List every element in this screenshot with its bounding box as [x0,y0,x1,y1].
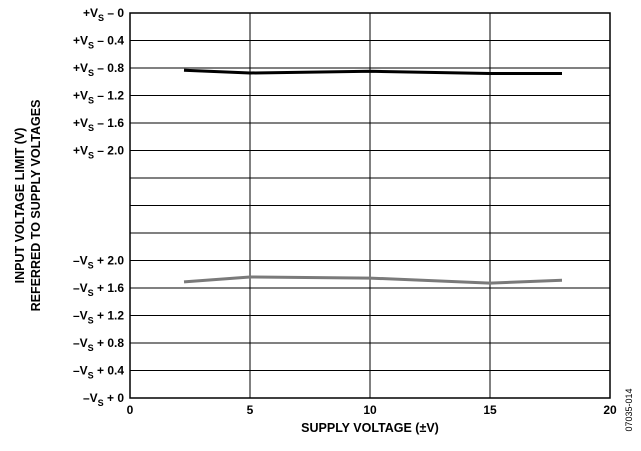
y-tick-label: –VS + 1.2 [73,309,124,326]
plot-area [129,12,611,399]
x-tick-labels: 0 5 10 15 20 [127,403,617,417]
x-tick-label: 15 [483,403,497,417]
y-tick-label: –VS + 0.4 [73,364,124,381]
x-axis-title: SUPPLY VOLTAGE (±V) [301,421,439,435]
y-tick-label: +VS – 2.0 [73,144,124,161]
x-tick-label: 10 [363,403,377,417]
x-tick-label: 20 [603,403,617,417]
x-tick-label: 5 [247,403,254,417]
y-tick-labels: +VS – 0 +VS – 0.4 +VS – 0.8 +VS – 1.2 +VS – … [73,6,124,408]
y-axis-title-line-1: INPUT VOLTAGE LIMIT (V) [13,128,27,284]
y-tick-label: –VS + 0.8 [73,336,124,353]
y-tick-label: +VS – 0 [83,6,124,23]
series-line-2 [183,275,563,285]
y-tick-label: –VS + 0 [83,391,124,408]
y-tick-label: –VS + 1.6 [73,281,124,298]
y-tick-label: +VS – 0.8 [73,61,124,78]
y-tick-label: –VS + 2.0 [73,254,124,271]
y-tick-label: +VS – 0.4 [73,34,124,51]
series-line-1 [183,68,562,75]
y-axis-title-line-2: REFERRED TO SUPPLY VOLTAGES [29,100,43,312]
y-tick-label: +VS – 1.2 [73,89,124,106]
grid [130,13,610,398]
figure-id: 07035-014 [624,388,634,431]
y-tick-label: +VS – 1.6 [73,116,124,133]
series-lines [183,68,563,285]
x-tick-label: 0 [127,403,134,417]
